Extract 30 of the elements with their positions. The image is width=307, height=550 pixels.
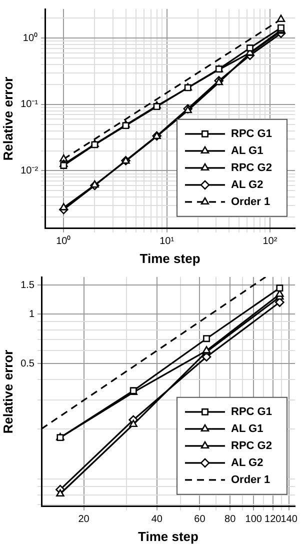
legend-label: RPC G1	[231, 128, 272, 140]
x-tick-label: 100	[245, 514, 262, 526]
x-tick-label: 10¹	[160, 236, 175, 248]
legend-label: AL G1	[231, 422, 264, 435]
legend-label: Order 1	[231, 474, 270, 486]
legend-label: AL G1	[231, 144, 264, 157]
legend-label: AL G2	[231, 178, 264, 191]
legend-label: RPC G2	[231, 440, 272, 452]
x-axis-title: Time step	[138, 528, 199, 544]
x-axis-title: Time step	[140, 250, 200, 266]
y-tick-label: 0.5	[20, 358, 35, 370]
y-tick-label: 10⁻¹	[20, 99, 39, 110]
x-tick-label: 120	[264, 514, 282, 526]
legend-label: Order 1	[231, 196, 270, 208]
x-tick-label: 80	[224, 514, 236, 526]
x-tick-label: 10⁰	[56, 235, 72, 248]
x-tick-label: 40	[151, 514, 163, 526]
y-tick-label: 10⁻²	[20, 165, 39, 176]
x-tick-label: 20	[78, 514, 90, 526]
y-tick-label: 10⁰	[22, 32, 38, 44]
x-tick-label: 140	[280, 514, 298, 526]
legend-label: RPC G1	[231, 406, 272, 418]
x-tick-label: 60	[194, 514, 206, 526]
y-tick-label: 1	[28, 308, 35, 320]
legend-label: RPC G2	[231, 162, 272, 174]
legend-label: AL G2	[231, 456, 264, 469]
y-tick-label: 1.5	[20, 280, 35, 291]
y-axis-title: Relative error	[0, 350, 16, 434]
y-axis-title: Relative error	[0, 76, 16, 161]
x-tick-label: 10²	[262, 236, 278, 248]
